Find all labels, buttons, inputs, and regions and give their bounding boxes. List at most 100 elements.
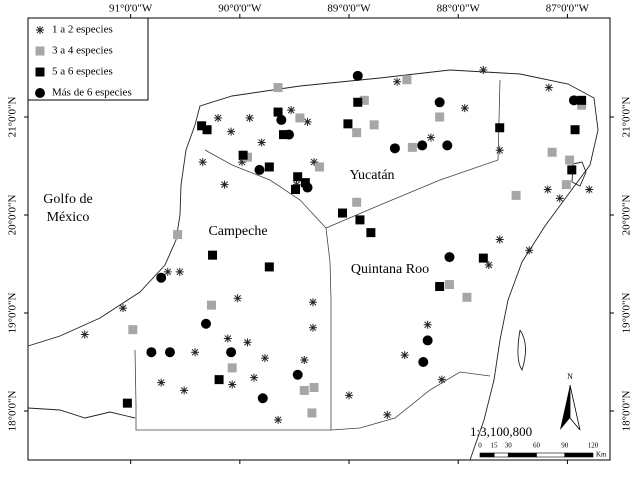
site-square: [352, 128, 362, 138]
north-arrow-left: [560, 385, 570, 430]
site-asterisk: [544, 83, 553, 92]
site-asterisk: [303, 117, 312, 126]
site-circle: [226, 347, 237, 358]
site-asterisk: [227, 127, 236, 136]
site-asterisk: [555, 194, 564, 203]
site-circle: [200, 318, 211, 329]
site-asterisk: [175, 267, 184, 276]
site-square: [208, 250, 218, 260]
site-asterisk: [479, 65, 488, 74]
site-square: [238, 150, 248, 160]
site-asterisk: [585, 185, 594, 194]
north-label: N: [567, 372, 573, 381]
site-asterisk: [213, 113, 222, 122]
site-square: [343, 119, 353, 129]
x-tick-label: 90°0'0"W: [218, 3, 262, 15]
site-square: [293, 172, 303, 182]
site-square: [273, 107, 283, 117]
site-asterisk: [543, 185, 552, 194]
legend: 1 a 2 especies 3 a 4 especies 5 a 6 especi…: [27, 17, 149, 101]
site-asterisk: [308, 298, 317, 307]
site-asterisk: [423, 320, 432, 329]
legend-label: 1 a 2 especies: [52, 24, 113, 36]
site-asterisk: [460, 104, 469, 113]
scale-tick-label: 90: [561, 442, 569, 450]
site-asterisk: [80, 330, 89, 339]
site-asterisk: [495, 146, 504, 155]
place-label: Quintana Roo: [351, 262, 429, 277]
scale-tick-label: 0: [478, 442, 482, 450]
site-square: [214, 375, 224, 385]
north-arrow-right: [569, 384, 581, 431]
site-square: [295, 113, 305, 123]
site-asterisk: [426, 133, 435, 142]
site-square: [462, 292, 472, 302]
site-asterisk: [163, 267, 172, 276]
site-circle: [417, 140, 428, 151]
site-square: [300, 178, 310, 188]
site-circle: [444, 252, 455, 263]
site-asterisk: [525, 246, 534, 255]
site-asterisk: [228, 380, 237, 389]
site-asterisk: [383, 410, 392, 419]
site-square: [264, 162, 274, 172]
legend-symbol: [35, 67, 45, 77]
site-square: [359, 95, 369, 105]
y-tick-label: 20°0'0"N: [7, 195, 19, 236]
site-square: [291, 185, 301, 195]
site-square: [366, 228, 376, 238]
scale-tick-label: 120: [588, 442, 599, 450]
x-tick-label: 89°0'0"W: [327, 3, 371, 15]
site-square: [547, 147, 557, 157]
legend-label: 5 a 6 especies: [52, 66, 113, 78]
site-square: [227, 363, 237, 373]
y-tick-label: 19°0'0"N: [7, 293, 19, 334]
site-asterisk: [274, 415, 283, 424]
place-label: México: [47, 210, 90, 225]
site-asterisk: [233, 294, 242, 303]
site-asterisk: [223, 334, 232, 343]
site-circle: [302, 182, 313, 193]
y-tick-label: 18°0'0"N: [621, 391, 633, 432]
site-square: [369, 120, 379, 130]
site-asterisk: [245, 113, 254, 122]
site-square: [444, 280, 454, 290]
place-label: Yucatán: [349, 168, 394, 183]
y-tick-label: 18°0'0"N: [7, 391, 19, 432]
site-square: [565, 155, 575, 165]
site-circle: [418, 356, 429, 367]
legend-symbol: [35, 46, 45, 56]
site-circle: [292, 369, 303, 380]
legend-box: [27, 17, 149, 101]
site-square: [478, 253, 488, 263]
site-circle: [276, 114, 287, 125]
site-circle: [283, 129, 294, 140]
scale-tick-label: 60: [533, 442, 541, 450]
place-label: Campeche: [208, 224, 267, 239]
site-asterisk: [238, 158, 247, 167]
site-square: [202, 125, 212, 135]
y-tick-label: 21°0'0"N: [621, 97, 633, 138]
scale-segment: [536, 452, 566, 458]
site-asterisk: [393, 77, 402, 86]
site-square: [309, 382, 319, 392]
y-tick-label: 20°0'0"N: [621, 195, 633, 236]
sites: [80, 65, 594, 424]
land-outline: [27, 69, 599, 461]
scale-segment: [479, 452, 495, 458]
site-asterisk: [118, 304, 127, 313]
site-asterisk: [220, 180, 229, 189]
site-circle: [389, 143, 400, 154]
site-asterisk: [495, 235, 504, 244]
scale-ratio: 1:3,100,800: [470, 424, 532, 439]
site-square: [561, 180, 571, 190]
site-asterisk: [484, 260, 493, 269]
site-square: [315, 162, 325, 172]
site-square: [273, 83, 283, 93]
scale-tick-label: 15: [491, 442, 499, 450]
site-square: [264, 262, 274, 272]
site-asterisk: [437, 375, 446, 384]
site-square: [402, 75, 412, 85]
site-asterisk: [243, 338, 252, 347]
legend-label: Más de 6 especies: [52, 87, 132, 99]
